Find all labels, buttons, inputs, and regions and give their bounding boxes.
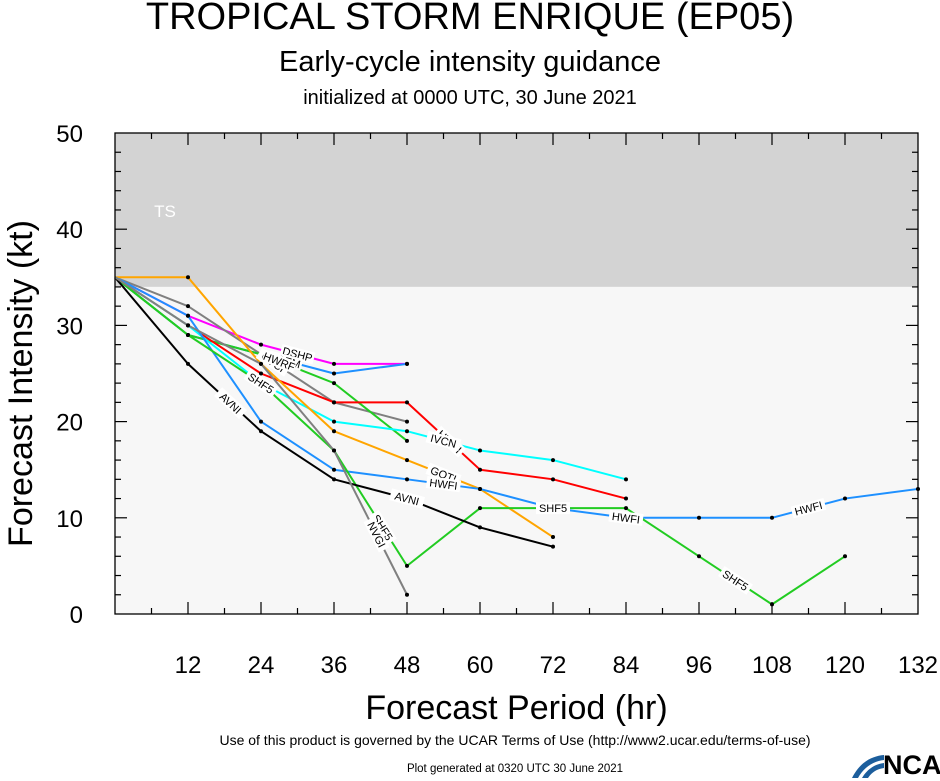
- data-point: [551, 458, 555, 463]
- data-point: [405, 429, 409, 434]
- data-point: [332, 467, 336, 472]
- series-label-bg: [608, 509, 644, 526]
- data-point: [478, 467, 482, 472]
- chart-title: TROPICAL STORM ENRIQUE (EP05): [145, 0, 795, 38]
- data-point: [332, 381, 336, 386]
- data-point: [478, 486, 482, 491]
- series-label-bg: [243, 368, 279, 398]
- x-tick-label: 12: [175, 652, 202, 679]
- data-point: [478, 448, 482, 453]
- series-label-bg: [363, 516, 390, 553]
- data-point: [843, 496, 847, 501]
- ncar-logo-text: NCAR: [883, 750, 940, 780]
- data-point: [478, 525, 482, 530]
- ncar-logo: NCAR: [850, 750, 940, 780]
- intensity-band-0: [115, 133, 918, 287]
- data-point: [405, 592, 409, 597]
- data-point: [186, 313, 190, 318]
- init-time: initialized at 0000 UTC, 30 June 2021: [303, 87, 637, 109]
- data-point: [405, 419, 409, 424]
- series-label-bg: [536, 502, 570, 515]
- x-tick-label: 84: [613, 652, 640, 679]
- data-point: [770, 515, 774, 520]
- data-point: [332, 361, 336, 366]
- data-point: [405, 477, 409, 482]
- x-tick-label: 72: [540, 652, 567, 679]
- data-point: [259, 429, 263, 434]
- plot-generated: Plot generated at 0320 UTC 30 June 2021: [406, 763, 624, 775]
- data-point: [332, 429, 336, 434]
- series-label-bg: [279, 344, 316, 365]
- x-tick-label: 120: [825, 652, 865, 679]
- x-tick-label: 108: [752, 652, 792, 679]
- data-point: [186, 304, 190, 309]
- y-tick-label: 20: [56, 410, 83, 437]
- series-label: SHF5: [539, 503, 567, 515]
- y-tick-label: 50: [56, 121, 83, 148]
- data-point: [551, 535, 555, 540]
- x-tick-label: 36: [321, 652, 348, 679]
- data-point: [697, 515, 701, 520]
- band-label-ts: TS: [154, 202, 176, 221]
- series-label-bg: [261, 349, 298, 374]
- data-point: [405, 438, 409, 443]
- series-label-bg: [425, 430, 462, 451]
- data-point: [551, 544, 555, 549]
- data-point: [697, 554, 701, 559]
- data-point: [551, 477, 555, 482]
- data-point: [405, 458, 409, 463]
- x-tick-label: 48: [394, 652, 421, 679]
- y-axis-label: Forecast Intensity (kt): [2, 220, 40, 547]
- series-label-bg: [368, 509, 397, 545]
- series-label-bg: [790, 498, 827, 519]
- x-tick-label: 132: [898, 652, 938, 679]
- intensity-band-1: [115, 286, 918, 614]
- data-point: [186, 333, 190, 338]
- data-point: [843, 554, 847, 559]
- data-point: [259, 342, 263, 347]
- data-point: [259, 419, 263, 424]
- data-point: [259, 361, 263, 366]
- series-label-bg: [425, 475, 462, 493]
- data-point: [624, 477, 628, 482]
- x-tick-label: 96: [686, 652, 713, 679]
- ncar-swoosh-icon: [852, 755, 884, 778]
- y-tick-label: 30: [56, 313, 83, 340]
- data-point: [259, 371, 263, 376]
- data-point: [186, 361, 190, 366]
- y-tick-label: 10: [56, 506, 83, 533]
- y-tick-label: 40: [56, 217, 83, 244]
- series-label: HWFI: [429, 477, 458, 493]
- series-label: HWFI: [611, 511, 640, 527]
- data-point: [405, 400, 409, 405]
- data-point: [405, 563, 409, 568]
- series-line-7: [114, 276, 919, 519]
- data-point: [332, 448, 336, 453]
- data-point: [332, 371, 336, 376]
- series-label-bg: [389, 488, 425, 509]
- data-point: [332, 400, 336, 405]
- data-point: [332, 477, 336, 482]
- series-label-bg: [214, 387, 248, 420]
- series-label-bg: [718, 565, 753, 595]
- data-point: [624, 506, 628, 511]
- data-point: [332, 419, 336, 424]
- x-tick-label: 24: [248, 652, 275, 679]
- data-point: [624, 496, 628, 501]
- y-tick-label: 0: [70, 602, 83, 629]
- terms-of-use: Use of this product is governed by the U…: [219, 732, 811, 748]
- data-point: [186, 275, 190, 280]
- data-point: [186, 323, 190, 328]
- x-axis-label: Forecast Period (hr): [365, 689, 667, 727]
- data-point: [405, 361, 409, 366]
- chart-subtitle: Early-cycle intensity guidance: [278, 46, 661, 78]
- intensity-plot: TSDSHPLGEMCTCIHWRFHWFIIVCNGOTIHWFIHWFIHW…: [2, 121, 938, 727]
- x-tick-label: 60: [467, 652, 494, 679]
- data-point: [478, 506, 482, 511]
